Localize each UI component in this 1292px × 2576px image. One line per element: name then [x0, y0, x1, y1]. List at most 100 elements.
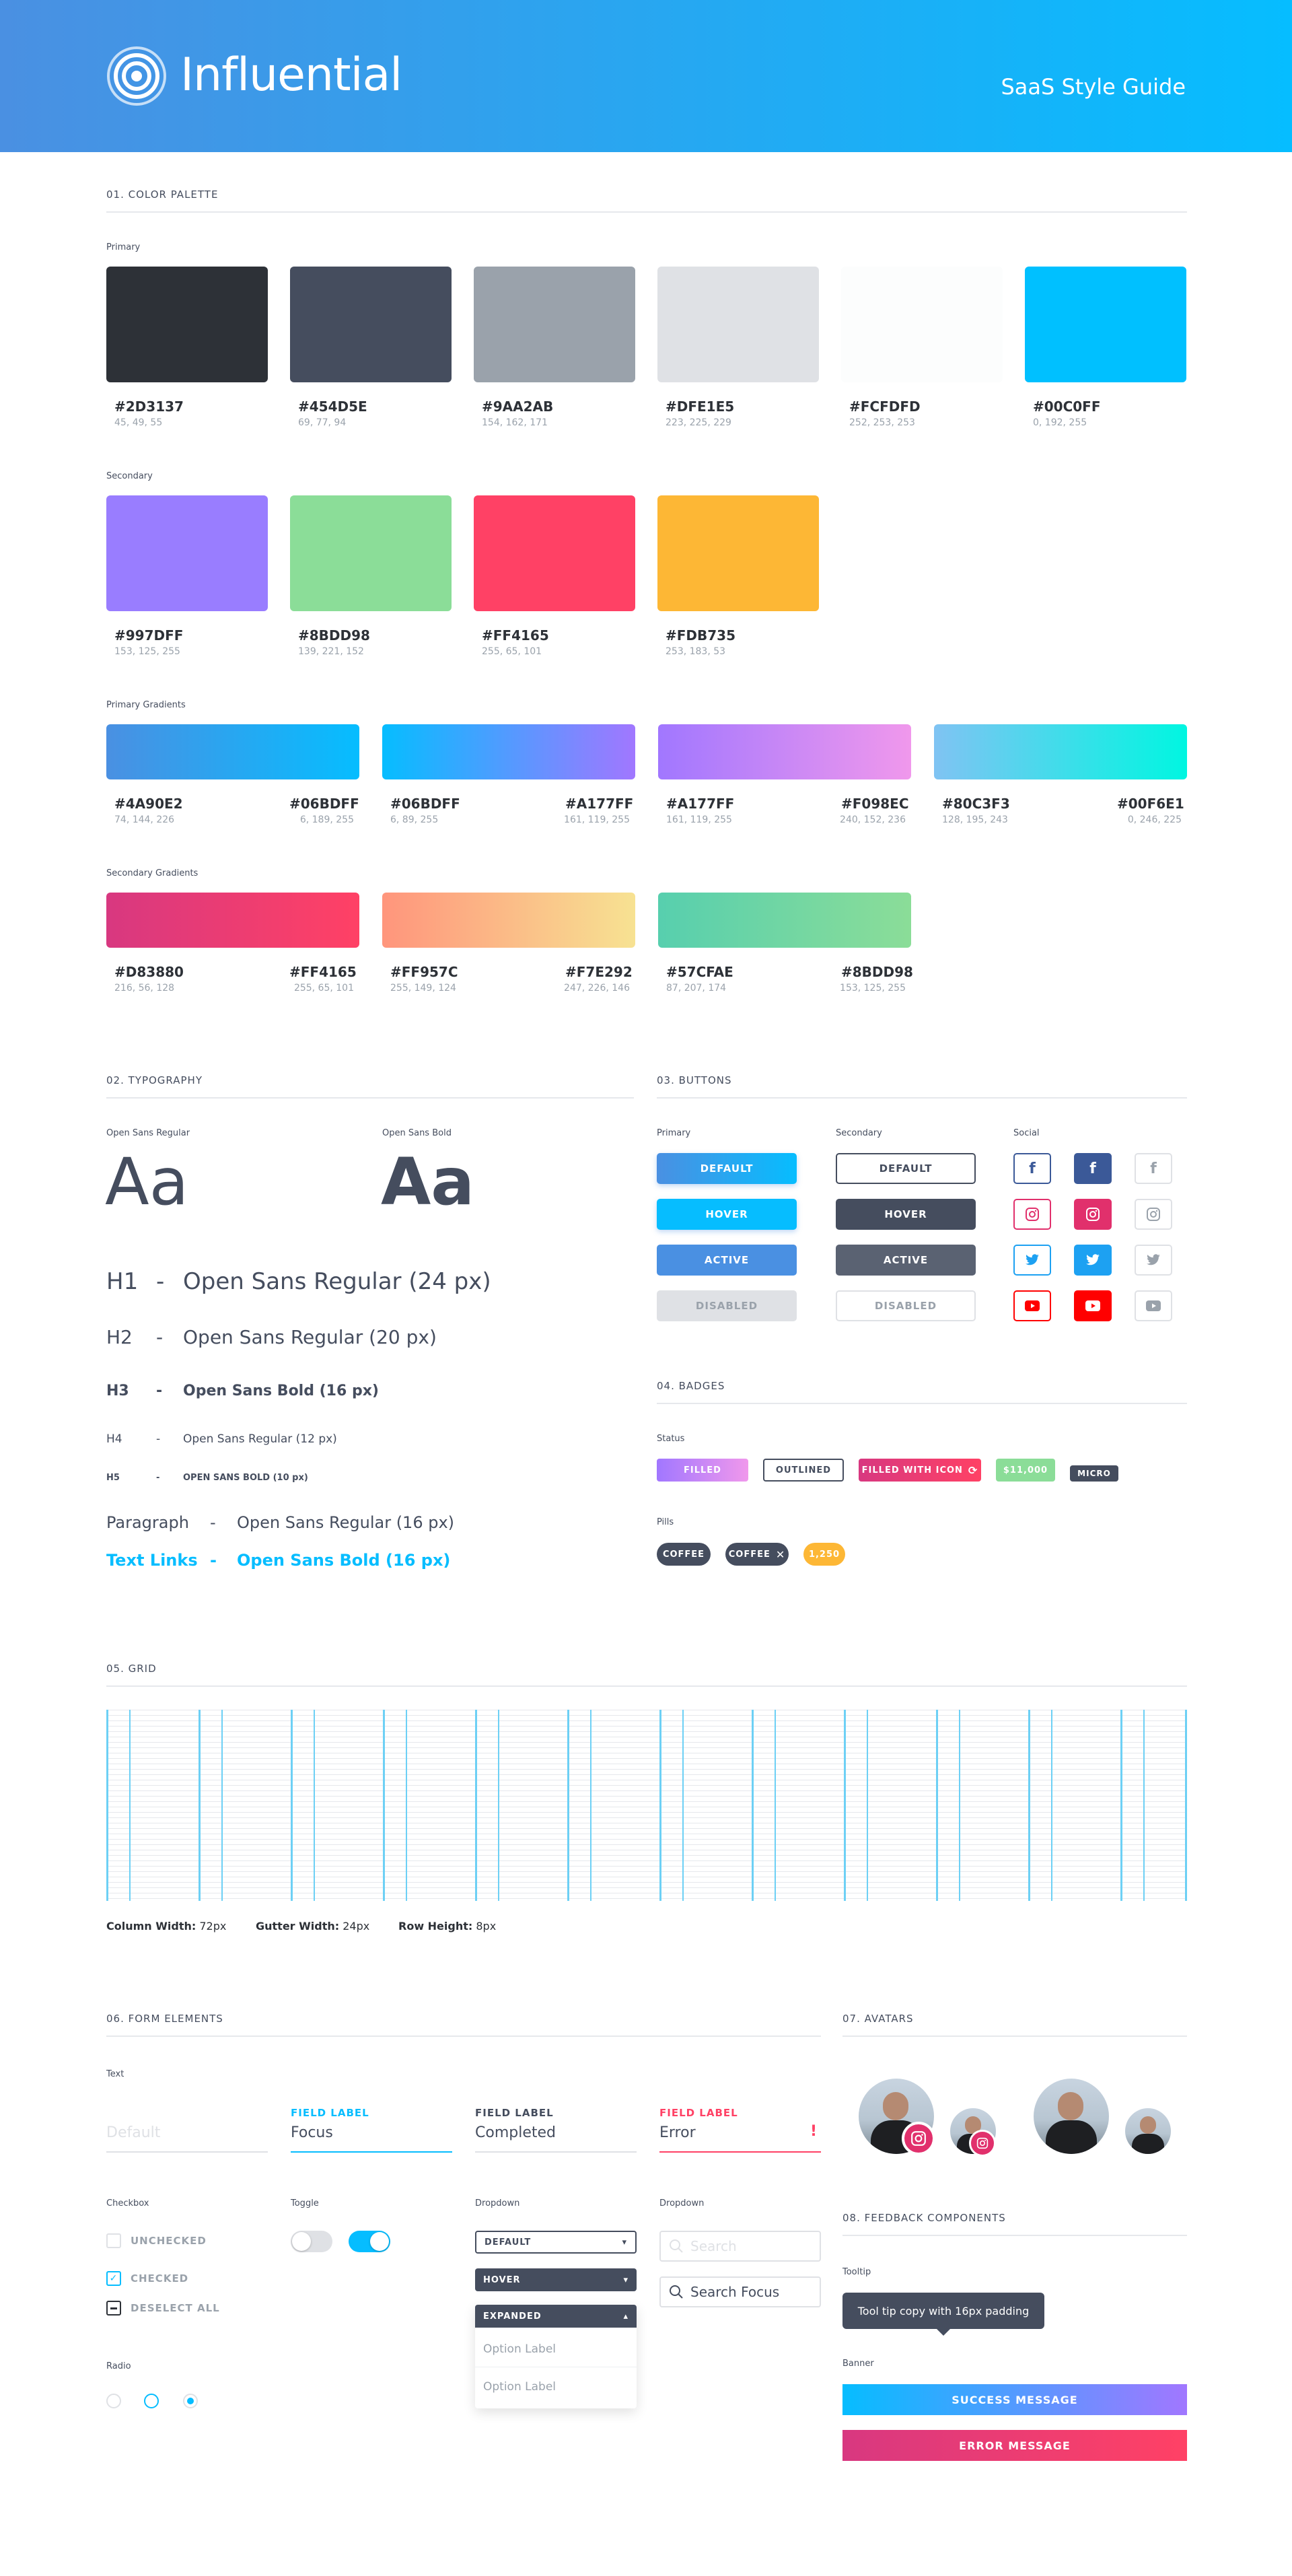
instagram-filled-button[interactable] [1074, 1199, 1112, 1230]
dropdown-value: HOVER [483, 2274, 521, 2285]
gradient-from-hex: #06BDFF [390, 796, 460, 812]
swatch-rgb: 223, 225, 229 [666, 417, 731, 428]
twitter-outline-button[interactable] [1013, 1245, 1051, 1276]
divider [657, 1403, 1187, 1404]
error-alert-icon: ! [810, 2123, 818, 2140]
social-buttons-label: Social [1013, 1128, 1040, 1138]
grid-gutter-edge [867, 1710, 868, 1901]
section-title-buttons: 03. BUTTONS [657, 1074, 732, 1086]
gradient-swatch [106, 893, 359, 948]
instagram-icon [1147, 1208, 1160, 1221]
swatch-hex: #2D3137 [114, 398, 184, 415]
error-input[interactable]: Error [659, 2124, 696, 2141]
bold-sample: Aa [381, 1144, 475, 1220]
primary-hover-button[interactable]: HOVER [657, 1199, 797, 1230]
dropdown-value: EXPANDED [483, 2311, 542, 2322]
search-focus-input[interactable]: Search Focus [659, 2276, 821, 2307]
radio-selected[interactable] [183, 2394, 198, 2408]
avatar-small-plain[interactable] [1125, 2108, 1171, 2154]
section-title-avatars: 07. AVATARS [842, 2013, 914, 2025]
checkbox-unchecked[interactable]: UNCHECKED [106, 2233, 207, 2248]
text-fields-label: Text [106, 2069, 124, 2079]
instagram-outline-button[interactable] [1013, 1199, 1051, 1230]
grid-gutter-edge [314, 1710, 315, 1901]
gradient-from-hex: #4A90E2 [114, 796, 183, 812]
gradient-swatch [658, 893, 911, 948]
twitter-filled-button[interactable] [1074, 1245, 1112, 1276]
pill-text: COFFEE [728, 1549, 770, 1560]
dropdown-option[interactable]: Option Label [483, 2380, 557, 2394]
grid-row-line [106, 1720, 1187, 1721]
grid-column-edge [659, 1710, 661, 1901]
checkbox-checked[interactable]: ✓ CHECKED [106, 2271, 188, 2286]
grid-column-edge [291, 1710, 293, 1901]
toggle-off[interactable] [291, 2231, 332, 2252]
gradient-swatch [934, 724, 1187, 779]
h2-tag: H2 [106, 1326, 133, 1348]
grid-row-line [106, 1785, 1187, 1786]
close-icon[interactable]: ✕ [775, 1547, 786, 1561]
checkbox-deselect-all[interactable]: DESELECT ALL [106, 2301, 220, 2316]
coffee-removable-pill[interactable]: COFFEE ✕ [725, 1543, 789, 1566]
grid-row-line [106, 1855, 1187, 1856]
logo-rings-icon [107, 46, 166, 106]
grid-row-line [106, 1887, 1187, 1888]
gradient-swatch [106, 724, 359, 779]
primary-disabled-button: DISABLED [657, 1290, 797, 1321]
dropdown-option[interactable]: Option Label [483, 2342, 557, 2356]
primary-default-button[interactable]: DEFAULT [657, 1153, 797, 1184]
swatch-hex: #00C0FF [1033, 398, 1101, 415]
primary-gradients-label: Primary Gradients [106, 700, 186, 710]
divider [657, 1097, 1187, 1099]
secondary-hover-button[interactable]: HOVER [836, 1199, 976, 1230]
swatch-rgb: 252, 253, 253 [849, 417, 915, 428]
swatch-hex: #FDB735 [666, 627, 736, 643]
dropdown-expanded[interactable]: EXPANDED ▴ [475, 2305, 637, 2328]
dropdown-default[interactable]: DEFAULT ▾ [475, 2231, 637, 2254]
grid-visualization [106, 1710, 1187, 1901]
toggle-on[interactable] [349, 2231, 390, 2252]
secondary-active-button[interactable]: ACTIVE [836, 1245, 976, 1276]
search-input[interactable]: Search [659, 2231, 821, 2262]
grid-row-line [106, 1898, 1187, 1899]
facebook-outline-button[interactable]: f [1013, 1153, 1051, 1184]
twitter-icon [1026, 1254, 1039, 1265]
text-link-tag[interactable]: Text Links [106, 1551, 198, 1570]
grid-gutter-edge [682, 1710, 684, 1901]
section-title-feedback: 08. FEEDBACK COMPONENTS [842, 2212, 1006, 2224]
twitter-icon [1086, 1254, 1100, 1265]
section-title-forms: 06. FORM ELEMENTS [106, 2013, 223, 2025]
completed-input[interactable]: Completed [475, 2124, 556, 2141]
youtube-icon [1146, 1300, 1161, 1311]
youtube-filled-button[interactable] [1074, 1290, 1112, 1321]
grid-gutter-edge [498, 1710, 499, 1901]
avatar-large-plain[interactable] [1034, 2079, 1109, 2154]
facebook-filled-button[interactable]: f [1074, 1153, 1112, 1184]
text-link-sample[interactable]: Open Sans Bold (16 px) [237, 1551, 451, 1570]
pills-label: Pills [657, 1517, 674, 1527]
youtube-disabled-button [1135, 1290, 1172, 1321]
primary-active-button[interactable]: ACTIVE [657, 1245, 797, 1276]
divider [106, 1097, 634, 1099]
default-input[interactable]: Default [106, 2124, 161, 2141]
search-icon [670, 2239, 683, 2253]
secondary-default-button[interactable]: DEFAULT [836, 1153, 976, 1184]
grid-row-line [106, 1844, 1187, 1845]
focus-input[interactable]: Focus [291, 2124, 333, 2141]
swatch-hex: #9AA2AB [482, 398, 554, 415]
h5-dash: - [156, 1473, 160, 1483]
avatar-body [1046, 2120, 1097, 2154]
primary-label: Primary [106, 242, 141, 252]
grid-row-line [106, 1747, 1187, 1748]
input-underline [659, 2151, 821, 2153]
h4-desc: Open Sans Regular (12 px) [183, 1432, 337, 1446]
swatch-rgb: 154, 162, 171 [482, 417, 548, 428]
grid-row-line [106, 1769, 1187, 1770]
youtube-outline-button[interactable] [1013, 1290, 1051, 1321]
gutter-width-caption: Gutter Width: 24px [256, 1920, 370, 1933]
grid-row-line [106, 1812, 1187, 1813]
color-swatch [290, 495, 452, 611]
radio-unselected[interactable] [106, 2394, 121, 2408]
radio-hover[interactable] [144, 2394, 159, 2408]
dropdown-hover[interactable]: HOVER ▾ [475, 2268, 637, 2291]
